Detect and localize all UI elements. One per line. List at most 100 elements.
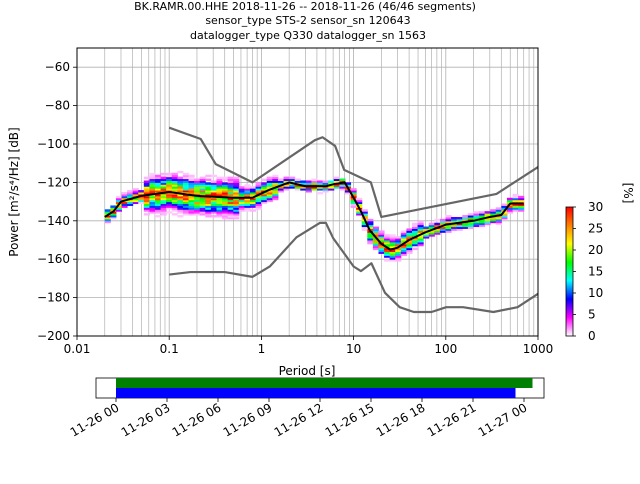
heatmap-cell [289, 180, 296, 183]
heatmap-cell [467, 222, 474, 226]
heatmap-cell [149, 178, 156, 181]
heatmap-cell [244, 193, 251, 197]
heatmap-cell [484, 213, 491, 216]
heatmap-cell [490, 216, 497, 220]
heatmap-cell [149, 199, 156, 203]
figure-title: BK.RAMR.00.HHE 2018-11-26 -- 2018-11-26 … [134, 0, 476, 42]
heatmap-cell [222, 207, 229, 210]
heatmap-cell [501, 203, 508, 206]
heatmap-cell [160, 205, 167, 208]
heatmap-cell [182, 213, 190, 216]
heatmap-cell [249, 205, 257, 208]
heatmap-cell [395, 253, 402, 256]
heatmap-cell [272, 174, 279, 178]
heatmap-cell [317, 182, 324, 185]
heatmap-cell [395, 243, 402, 247]
heatmap-cell [216, 193, 223, 197]
heatmap-cell [501, 215, 508, 218]
heatmap-cell [177, 176, 184, 180]
heatmap-cell [149, 203, 156, 206]
heatmap-cell [121, 195, 128, 199]
heatmap-cell [411, 247, 419, 251]
heatmap-cell [222, 193, 229, 197]
heatmap-cell [205, 199, 212, 203]
heatmap-cell [451, 216, 458, 220]
heatmap-cell [160, 209, 167, 212]
heatmap-cell [155, 199, 162, 203]
heatmap-cell [261, 186, 268, 189]
heatmap-cell [389, 253, 396, 256]
heatmap-cell [333, 186, 340, 189]
y-tick-label: −180 [37, 291, 70, 305]
heatmap-cell [378, 245, 385, 249]
heatmap-cell [490, 209, 497, 212]
heatmap-cell [333, 178, 340, 181]
heatmap-cell [384, 249, 391, 253]
heatmap-cell [322, 186, 329, 189]
heatmap-cell [188, 182, 195, 185]
heatmap-cell [177, 199, 184, 203]
heatmap-cell [216, 180, 223, 183]
heatmap-cell [227, 176, 234, 180]
heatmap-cell [160, 190, 167, 193]
heatmap-cell [199, 205, 206, 208]
heatmap-cell [104, 216, 111, 220]
heatmap-cell [160, 197, 167, 201]
heatmap-cell [417, 224, 424, 228]
heatmap-cell [289, 176, 296, 180]
heatmap-cell [210, 209, 217, 212]
heatmap-cell [216, 184, 223, 187]
heatmap-cell [222, 209, 229, 212]
heatmap-cell [451, 218, 458, 222]
y-tick-label: −100 [37, 137, 70, 151]
heatmap-cell [143, 199, 150, 203]
heatmap-cell [227, 188, 234, 191]
heatmap-cell [205, 192, 212, 195]
heatmap-cell [439, 218, 447, 222]
heatmap-cell [233, 207, 240, 210]
heatmap-cell [406, 243, 413, 247]
heatmap-cell [361, 215, 368, 218]
heatmap-cell [289, 184, 296, 187]
heatmap-cell [311, 182, 318, 185]
heatmap-cell [300, 188, 307, 191]
heatmap-cell [160, 172, 167, 176]
heatmap-cell [199, 209, 206, 212]
timeline-tick-label: 11-26 21 [425, 400, 479, 439]
heatmap-cell [244, 192, 251, 195]
heatmap-cell [182, 199, 190, 203]
heatmap-cell [495, 209, 502, 212]
heatmap-cell [350, 193, 357, 197]
heatmap-cell [238, 203, 245, 206]
heatmap-cell [210, 182, 217, 185]
heatmap-cell [160, 188, 167, 191]
heatmap-cell [384, 253, 391, 256]
heatmap-cell [244, 184, 251, 187]
heatmap-cell [222, 186, 229, 189]
heatmap-cell [350, 205, 357, 208]
heatmap-cell [439, 222, 447, 226]
colorbar-tick-label: 0 [588, 329, 596, 343]
heatmap-cell [177, 195, 184, 199]
heatmap-cell [227, 199, 234, 203]
heatmap-cell [233, 190, 240, 193]
heatmap-cell [210, 203, 217, 206]
heatmap-cell [244, 186, 251, 189]
heatmap-cell [166, 201, 173, 205]
heatmap-cell [389, 238, 396, 241]
heatmap-cell [490, 213, 497, 216]
heatmap-cell [233, 182, 240, 185]
heatmap-cell [356, 211, 363, 214]
heatmap-cell [484, 215, 491, 218]
heatmap-cell [305, 190, 312, 193]
timeline-tick-label: 11-26 00 [68, 400, 122, 439]
heatmap-cell [350, 199, 357, 203]
heatmap-cell [166, 184, 173, 187]
heatmap-cell [417, 240, 424, 243]
heatmap-cell [171, 178, 178, 181]
heatmap-cell [445, 228, 452, 231]
heatmap-cell [367, 226, 374, 229]
heatmap-cell [372, 247, 379, 251]
heatmap-cell [395, 236, 402, 239]
